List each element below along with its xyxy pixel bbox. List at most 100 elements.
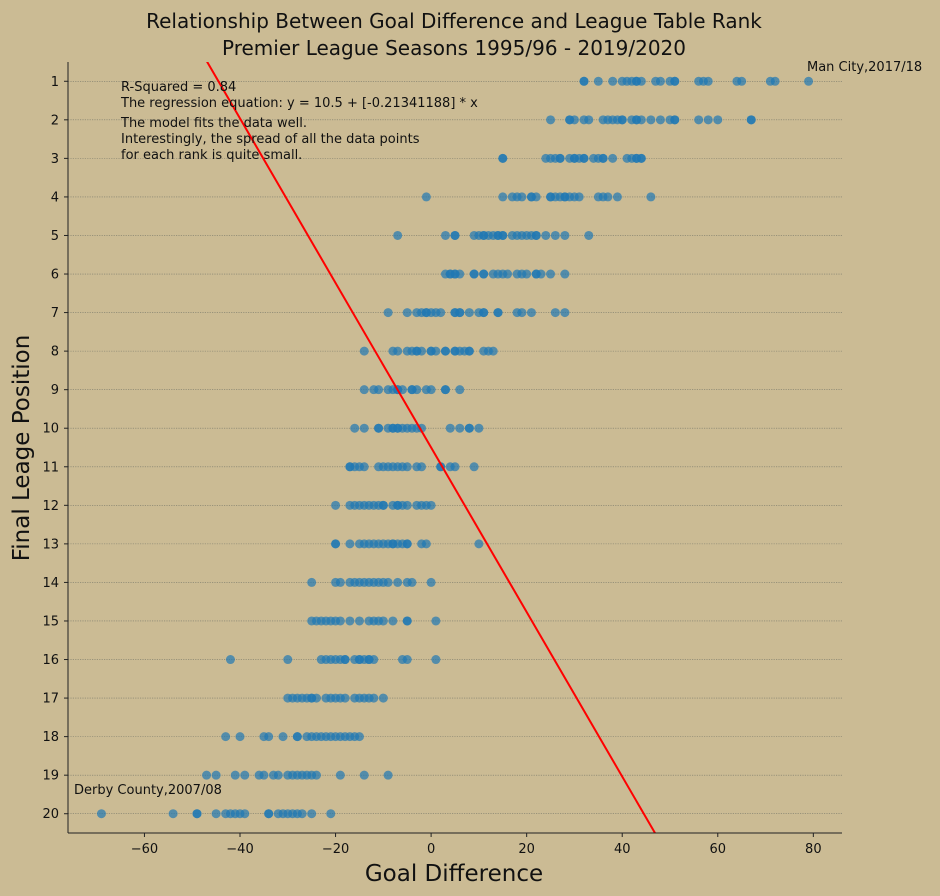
data-point-rank-14-2 [335,577,345,587]
data-point-rank-20-9 [240,809,250,819]
data-point-rank-7-8 [436,308,446,318]
data-point-rank-2-11 [617,115,627,125]
data-point-rank-16-1 [283,655,293,665]
data-point-rank-7-1 [402,308,412,318]
data-point-rank-3-6 [555,153,565,163]
data-point-rank-19-7 [273,770,283,780]
data-point-rank-10-3 [374,423,384,433]
data-point-rank-16-15 [369,655,379,665]
data-point-rank-4-19 [603,192,613,202]
data-point-rank-17-18 [378,693,388,703]
regression-line [206,62,657,833]
data-point-rank-15-12 [378,616,388,626]
data-point-rank-19-0 [202,770,212,780]
data-point-rank-14-12 [393,577,403,587]
data-point-rank-9-12 [426,385,436,395]
data-point-rank-12-9 [378,500,388,510]
chart-subtitle: Premier League Seasons 1995/96 - 2019/20… [222,36,686,60]
y-tick-label-10: 10 [42,422,59,437]
data-point-rank-11-18 [469,462,479,472]
data-point-rank-4-20 [612,192,622,202]
y-tick-label-7: 7 [51,306,59,321]
data-point-rank-6-16 [522,269,532,279]
y-tick-label-13: 13 [42,537,59,552]
data-point-rank-18-1 [235,732,245,742]
y-tick-label-1: 1 [51,75,59,90]
data-point-rank-3-12 [579,153,589,163]
data-point-rank-9-15 [455,385,465,395]
data-point-rank-6-13 [503,269,513,279]
data-point-rank-6-7 [469,269,479,279]
data-point-rank-2-5 [584,115,594,125]
y-tick-label-14: 14 [42,576,59,591]
data-point-rank-6-20 [546,269,556,279]
data-point-rank-2-21 [694,115,704,125]
data-point-rank-12-18 [426,500,436,510]
data-point-rank-2-3 [569,115,579,125]
data-point-rank-5-20 [531,230,541,240]
data-point-rank-17-7 [311,693,321,703]
y-tick-label-4: 4 [51,190,59,205]
data-point-rank-16-18 [431,655,441,665]
x-axis-ticks: −60 −40 −20 0 20 40 60 80 [131,833,822,857]
regression-line-group [206,62,657,833]
data-point-rank-5-22 [550,230,560,240]
data-point-rank-3-23 [636,153,646,163]
x-tick-label--20: −20 [322,842,349,857]
data-point-rank-15-15 [402,616,412,626]
data-point-rank-16-17 [402,655,412,665]
data-point-rank-8-2 [393,346,403,356]
data-point-rank-15-16 [431,616,441,626]
data-point-rank-8-0 [359,346,369,356]
y-tick-label-6: 6 [51,268,59,283]
data-point-rank-14-15 [426,577,436,587]
data-point-rank-9-7 [397,385,407,395]
data-point-rank-7-20 [517,308,527,318]
data-point-rank-20-18 [307,809,317,819]
data-point-rank-2-23 [713,115,723,125]
data-point-rank-11-11 [402,462,412,472]
data-point-rank-13-15 [402,539,412,549]
data-point-rank-18-3 [264,732,274,742]
data-point-rank-1-22 [804,76,814,86]
data-point-rank-7-12 [455,308,465,318]
data-point-rank-12-0 [331,500,341,510]
y-tick-label-12: 12 [42,499,59,514]
data-point-rank-19-15 [335,770,345,780]
data-point-rank-1-21 [770,76,780,86]
data-point-rank-1-2 [593,76,603,86]
model-comment-line-1: The model fits the data well. [120,116,307,131]
data-point-rank-20-3 [192,809,202,819]
data-point-rank-2-17 [655,115,665,125]
data-point-rank-9-0 [359,385,369,395]
data-point-rank-4-1 [498,192,508,202]
data-point-rank-14-14 [407,577,417,587]
x-tick-label-60: 60 [710,842,727,857]
y-tick-label-17: 17 [42,692,59,707]
data-point-rank-2-0 [546,115,556,125]
data-point-rank-8-18 [464,346,474,356]
data-point-rank-1-1 [579,76,589,86]
data-point-rank-10-17 [464,423,474,433]
data-point-rank-8-21 [488,346,498,356]
model-comment-line-3: for each rank is quite small. [121,148,302,163]
y-tick-label-15: 15 [42,614,59,629]
y-tick-label-16: 16 [42,653,59,668]
data-point-rank-15-7 [345,616,355,626]
r-squared-annotation: R-Squared = 0.84 [121,80,236,95]
data-point-rank-9-14 [440,385,450,395]
data-point-rank-2-16 [646,115,656,125]
data-point-rank-16-0 [225,655,235,665]
data-point-rank-10-14 [445,423,455,433]
data-point-rank-18-0 [221,732,231,742]
y-axis-label: Final Leage Position [9,335,35,562]
derby-county-point-label: Derby County,2007/08 [74,783,222,798]
data-point-rank-5-0 [393,230,403,240]
data-point-rank-1-14 [670,76,680,86]
data-point-rank-17-12 [340,693,350,703]
regression-equation-annotation: The regression equation: y = 10.5 + [-0.… [120,96,478,111]
data-point-rank-13-18 [474,539,484,549]
data-point-rank-8-12 [440,346,450,356]
